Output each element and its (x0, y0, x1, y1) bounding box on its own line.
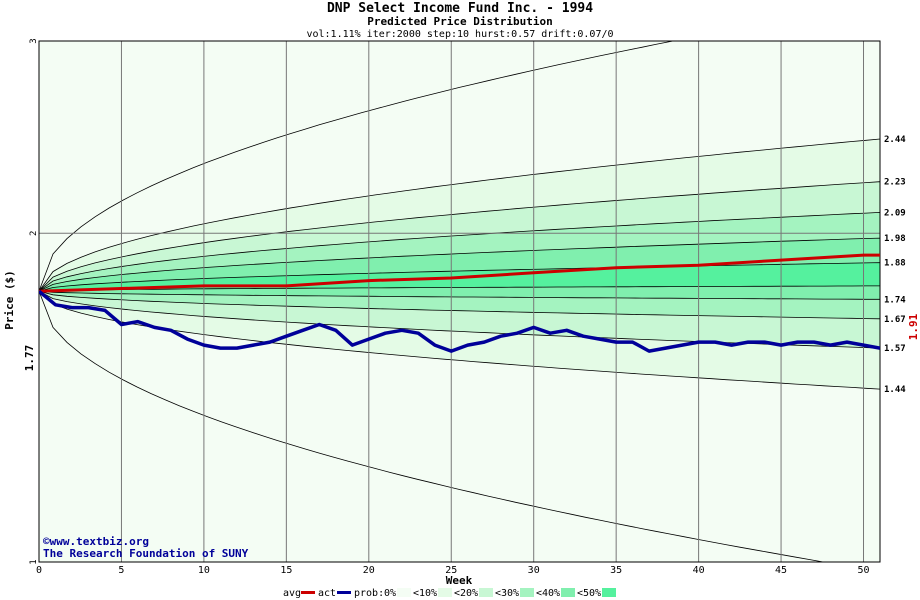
right-label-0: 2.44 (884, 135, 906, 145)
chart-title: DNP Select Income Fund Inc. - 1994 (327, 1, 593, 16)
legend-label-band-2: <20% (454, 588, 478, 599)
chart-subtitle: Predicted Price Distribution (367, 15, 552, 28)
legend-label-band-0: 0% (384, 588, 396, 599)
plot-frame (38, 40, 881, 563)
x-tick-label-15: 15 (280, 565, 292, 576)
start-value-label: 1.77 (23, 345, 36, 372)
legend-label-avg: avg (283, 588, 301, 599)
x-tick-label-5: 5 (118, 565, 124, 576)
y-tick-label-2: 2 (29, 231, 39, 236)
right-label-6: 1.67 (884, 315, 906, 325)
y-axis-label: Price ($) (3, 270, 16, 330)
legend-label-band-3: <30% (495, 588, 519, 599)
series-line-act (39, 289, 880, 353)
x-tick-label-25: 25 (445, 565, 457, 576)
legend-swatch-avg (301, 591, 315, 594)
right-label-2: 2.09 (884, 208, 906, 218)
legend: avg act prob: 0% <10% <20% <30% <40% <50% (283, 588, 616, 599)
right-label-3: 1.98 (884, 234, 906, 244)
legend-label-prob: prob: (354, 588, 384, 599)
legend-swatch-act (337, 591, 351, 594)
x-tick-label-0: 0 (36, 565, 42, 576)
legend-swatch-band-0 (397, 588, 411, 597)
chart-params: vol:1.11% iter:2000 step:10 hurst:0.57 d… (306, 29, 613, 40)
legend-label-band-4: <40% (536, 588, 560, 599)
right-label-4: 1.88 (884, 259, 906, 269)
distribution-bands (39, 41, 880, 562)
legend-swatch-band-2 (479, 588, 493, 597)
legend-swatch-band-5 (602, 588, 616, 597)
plot-area: 0 5 10 15 20 25 30 35 40 45 50 1 2 3 2.44 2.23 2.09 1.98 1… (29, 38, 906, 576)
x-tick-label-50: 50 (857, 565, 869, 576)
legend-label-band-1: <10% (413, 588, 437, 599)
legend-label-act: act (318, 588, 336, 599)
right-label-5: 1.74 (884, 295, 906, 305)
x-tick-label-10: 10 (198, 565, 210, 576)
legend-swatch-band-1 (438, 588, 452, 597)
y-tick-label-1: 1 (29, 559, 39, 564)
x-tick-label-20: 20 (363, 565, 375, 576)
y-tick-label-3: 3 (29, 38, 39, 43)
series-line-avg (39, 253, 880, 293)
x-tick-label-40: 40 (693, 565, 705, 576)
legend-swatch-band-4 (561, 588, 575, 597)
x-tick-label-35: 35 (610, 565, 622, 576)
credit-line-1: ©www.textbiz.org (43, 535, 149, 548)
credit-line-2: The Research Foundation of SUNY (43, 547, 249, 560)
right-label-8: 1.44 (884, 385, 906, 395)
x-tick-label-30: 30 (528, 565, 540, 576)
x-axis-label: Week (446, 574, 473, 587)
right-label-7: 1.57 (884, 344, 906, 354)
legend-swatch-band-3 (520, 588, 534, 597)
end-value-label: 1.91 (907, 313, 920, 340)
x-tick-label-45: 45 (775, 565, 787, 576)
legend-label-band-5: <50% (577, 588, 601, 599)
right-label-1: 2.23 (884, 178, 906, 188)
